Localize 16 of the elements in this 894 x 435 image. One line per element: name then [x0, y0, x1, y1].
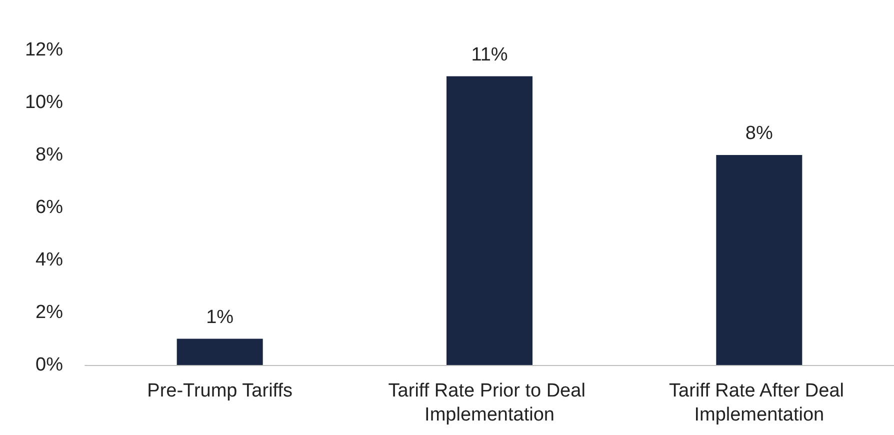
bar: [446, 76, 532, 365]
y-tick-label: 2%: [36, 302, 64, 323]
x-tick-label: Tariff Rate After Deal Implementation: [669, 380, 850, 426]
bar: [716, 155, 802, 365]
y-tick-label: 6%: [36, 197, 64, 218]
data-label: 8%: [745, 123, 773, 144]
y-tick-label: 10%: [24, 92, 64, 113]
y-tick-label: 12%: [24, 40, 64, 60]
y-tick-label: 4%: [36, 250, 64, 270]
bar: [176, 338, 263, 365]
data-label: 1%: [206, 306, 234, 328]
x-tick-label: Pre-Trump Tariffs: [147, 380, 293, 402]
y-tick-label: 8%: [36, 144, 64, 166]
y-tick-label: 0%: [36, 354, 64, 376]
data-label: 11%: [471, 44, 508, 66]
x-tick-label: Tariff Rate Prior to Deal Implementation: [388, 380, 591, 426]
